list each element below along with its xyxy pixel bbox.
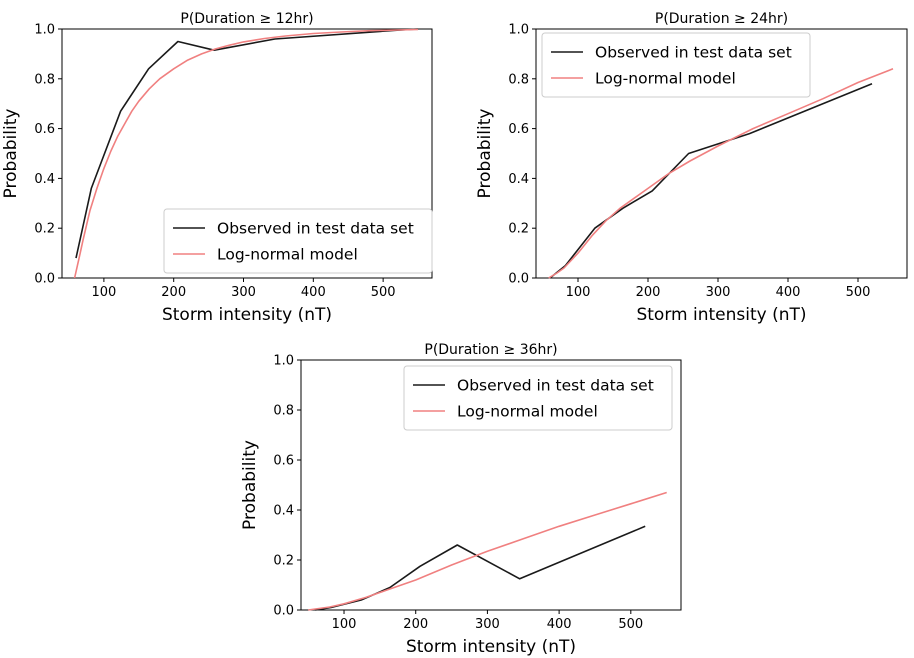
x-tick-label: 100	[91, 285, 116, 300]
x-axis-label: Storm intensity (nT)	[406, 637, 576, 657]
y-tick-label: 0.8	[273, 404, 294, 419]
y-tick-label: 0.2	[508, 222, 529, 237]
chart-title: P(Duration ≥ 12hr)	[180, 11, 313, 27]
legend-label: Observed in test data set	[595, 44, 792, 62]
y-tick-label: 0.6	[273, 454, 294, 469]
x-tick-label: 400	[301, 285, 326, 300]
legend-label: Log-normal model	[595, 70, 736, 88]
y-tick-label: 0.6	[34, 122, 55, 137]
x-tick-label: 200	[636, 285, 661, 300]
series-line-model	[73, 28, 419, 279]
plot-frame	[300, 359, 682, 611]
y-tick-label: 1.0	[34, 23, 55, 38]
y-tick-label: 1.0	[508, 23, 529, 38]
legend: Observed in test data set Log-normal mode…	[403, 365, 673, 431]
legend-label: Log-normal model	[457, 403, 598, 421]
x-axis-label: Storm intensity (nT)	[162, 305, 332, 325]
x-tick-label: 400	[547, 617, 572, 632]
plot-frame	[535, 28, 908, 279]
series-line-model	[308, 491, 667, 611]
y-tick-label: 0.2	[273, 554, 294, 569]
x-tick-label: 400	[776, 285, 801, 300]
legend-label: Observed in test data set	[217, 220, 414, 238]
y-tick-label: 0.2	[34, 222, 55, 237]
y-axis-label: Probability	[475, 109, 495, 199]
x-tick-label: 100	[566, 285, 591, 300]
plot-frame	[61, 28, 433, 279]
y-axis-label: Probability	[1, 109, 21, 199]
legend-box	[403, 365, 673, 431]
x-tick-label: 100	[332, 617, 357, 632]
x-tick-label: 500	[846, 285, 871, 300]
chart-1: P(Duration ≥ 12hr) 100 200 300 400 500 0.0 0.2 0…	[1, 11, 433, 325]
x-tick-label: 200	[161, 285, 186, 300]
y-tick-label: 0.0	[273, 604, 294, 619]
x-tick-label: 300	[706, 285, 731, 300]
series-line-model	[548, 68, 894, 279]
x-tick-label: 200	[403, 617, 428, 632]
legend-box	[541, 32, 811, 98]
y-tick-label: 0.0	[34, 272, 55, 287]
chart-2: P(Duration ≥ 24hr) 100 200 300 400 500 0.0 0.2 0…	[475, 11, 908, 325]
y-tick-label: 1.0	[273, 354, 294, 369]
y-tick-label: 0.6	[508, 122, 529, 137]
legend-label: Observed in test data set	[457, 377, 654, 395]
chart-title: P(Duration ≥ 36hr)	[424, 342, 557, 358]
y-tick-label: 0.0	[508, 272, 529, 287]
legend: Observed in test data set Log-normal mode…	[541, 32, 811, 98]
y-tick-label: 0.4	[273, 504, 294, 519]
y-tick-label: 0.8	[508, 72, 529, 87]
legend-box	[163, 208, 433, 274]
y-tick-label: 0.4	[508, 172, 529, 187]
legend-label: Log-normal model	[217, 246, 358, 264]
y-axis-label: Probability	[240, 440, 260, 530]
y-tick-label: 0.8	[34, 72, 55, 87]
legend: Observed in test data set Log-normal mode…	[163, 208, 433, 274]
x-tick-label: 300	[231, 285, 256, 300]
x-axis-label: Storm intensity (nT)	[636, 305, 806, 325]
x-tick-label: 500	[371, 285, 396, 300]
chart-title: P(Duration ≥ 24hr)	[655, 11, 788, 27]
x-tick-label: 300	[475, 617, 500, 632]
chart-3: P(Duration ≥ 36hr) 100 200 300 400 500 0.0 0.2 0…	[240, 342, 682, 657]
x-tick-label: 500	[618, 617, 643, 632]
series-line-observed	[549, 83, 873, 279]
y-tick-label: 0.4	[34, 172, 55, 187]
series-line-observed	[75, 28, 419, 259]
